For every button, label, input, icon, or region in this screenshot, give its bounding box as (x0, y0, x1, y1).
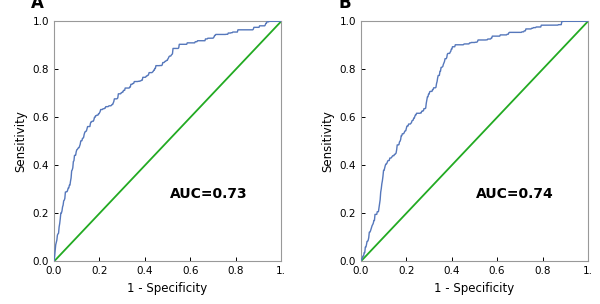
Text: B: B (338, 0, 350, 12)
Y-axis label: Sensitivity: Sensitivity (14, 110, 27, 172)
X-axis label: 1 - Specificity: 1 - Specificity (434, 282, 515, 295)
Text: AUC=0.73: AUC=0.73 (170, 187, 247, 201)
X-axis label: 1 - Specificity: 1 - Specificity (127, 282, 208, 295)
Text: A: A (31, 0, 44, 12)
Y-axis label: Sensitivity: Sensitivity (321, 110, 334, 172)
Text: AUC=0.74: AUC=0.74 (476, 187, 554, 201)
